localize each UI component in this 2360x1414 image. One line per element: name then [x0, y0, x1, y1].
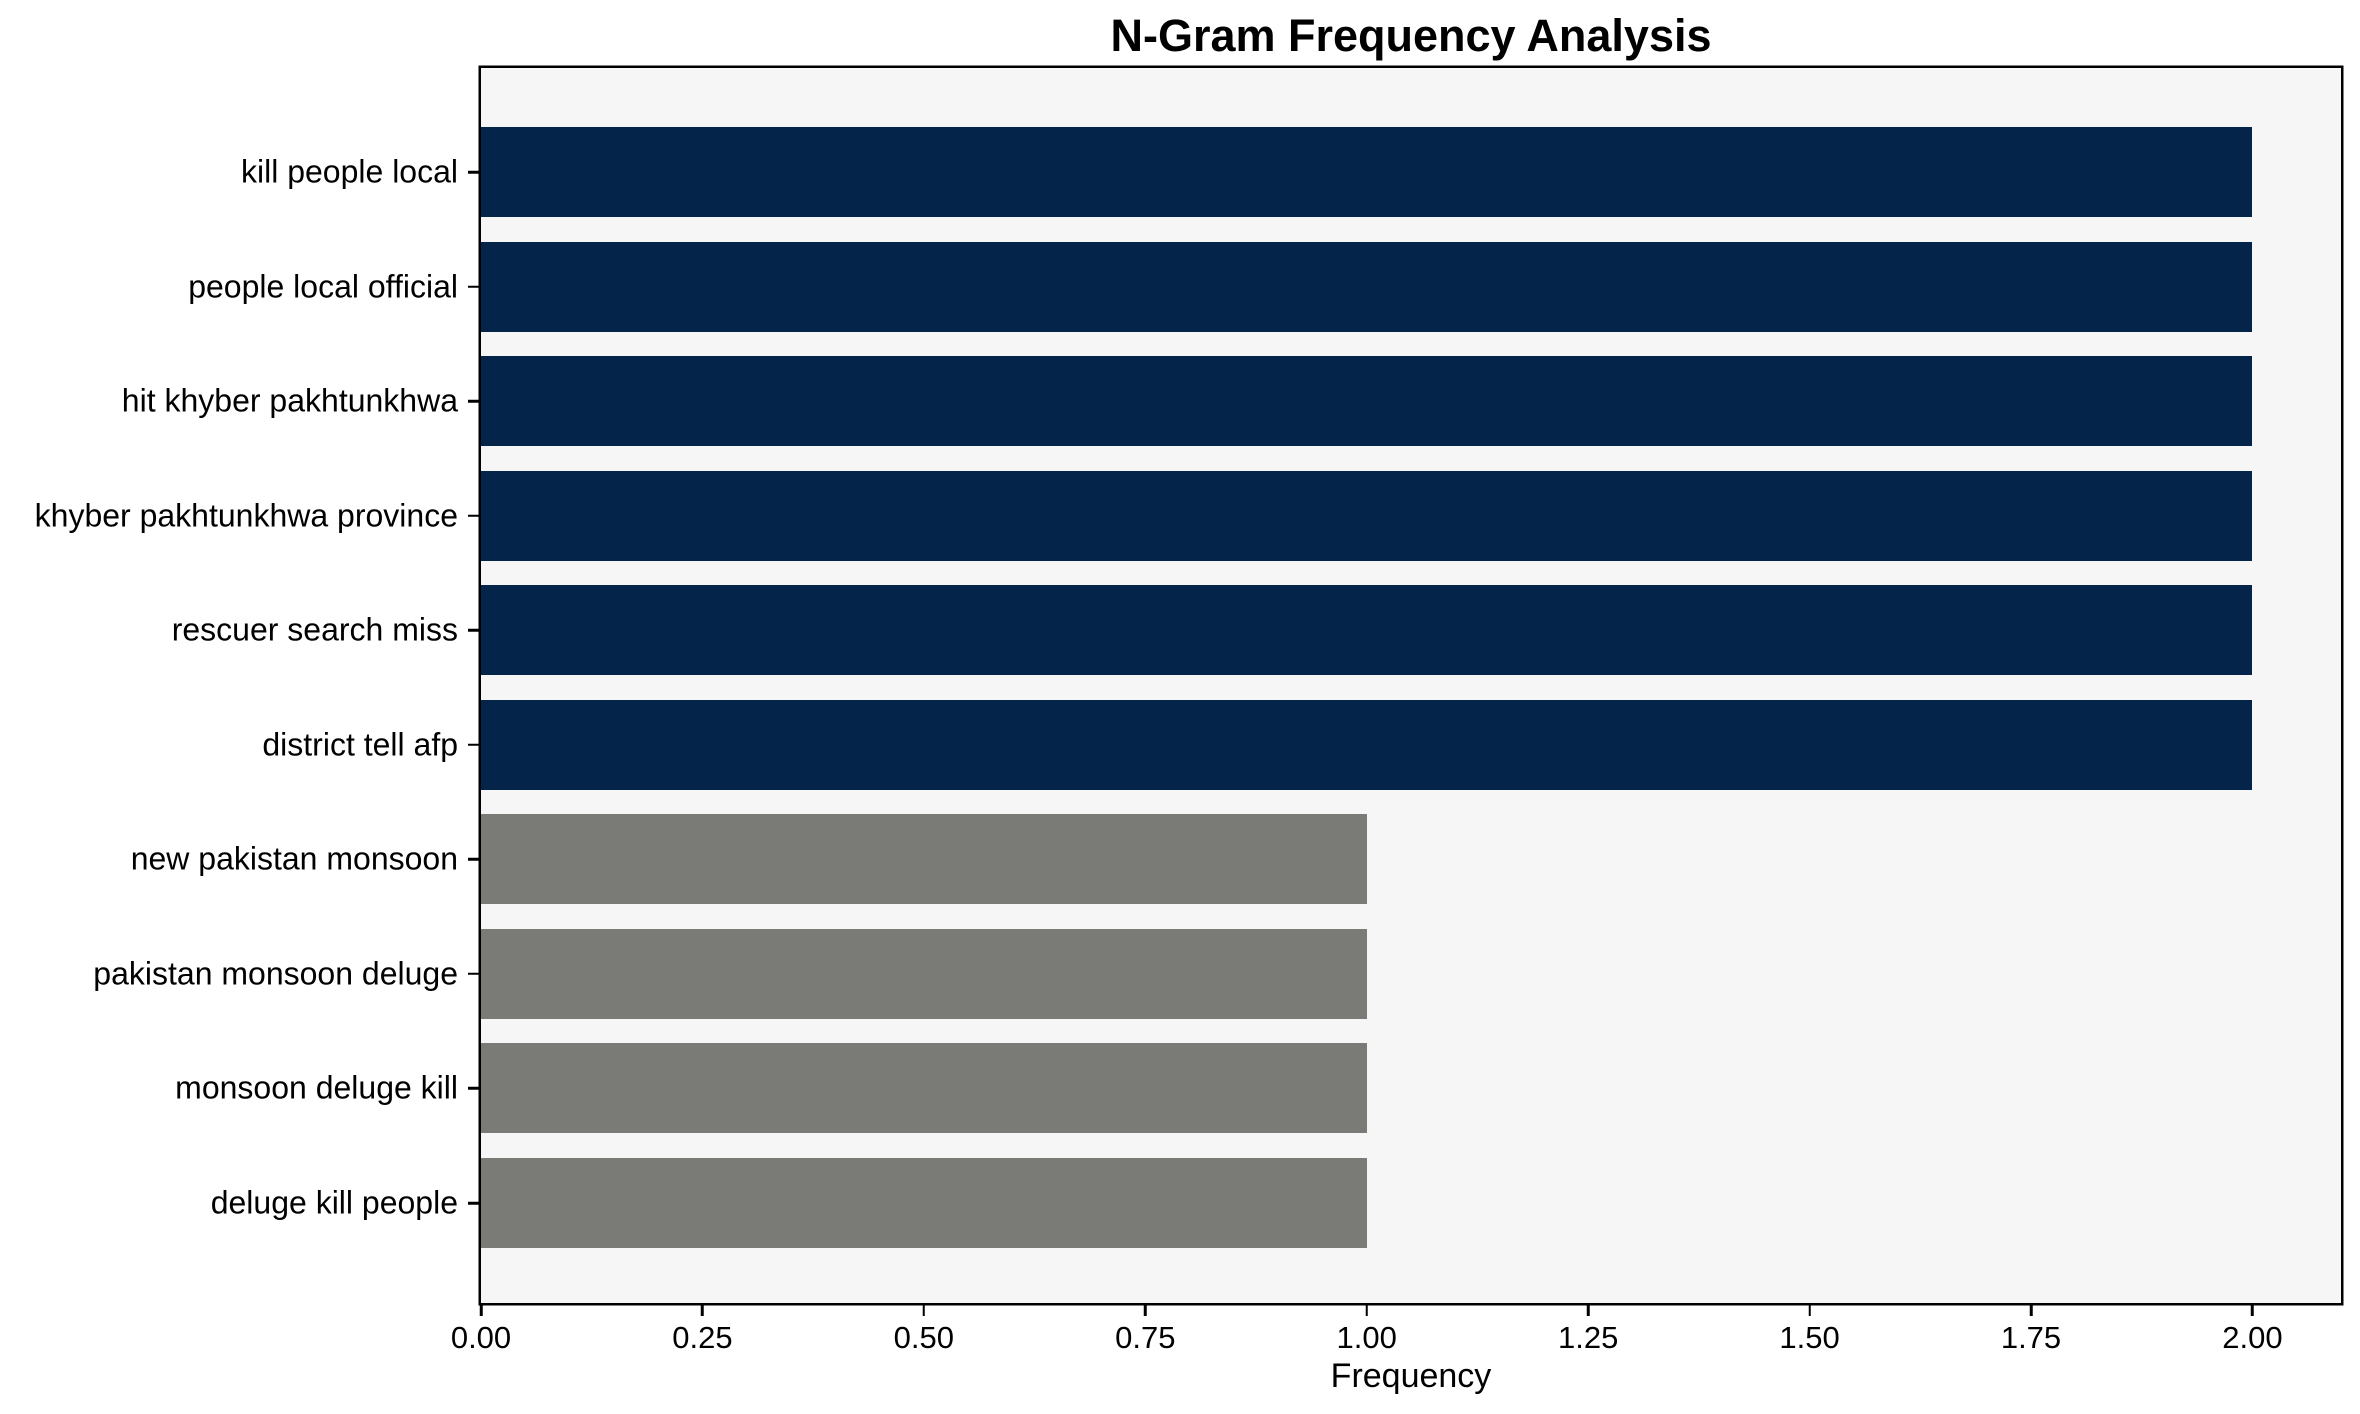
- x-tick-label: 1.50: [1779, 1320, 1840, 1355]
- bar-kill-people-local: [481, 127, 2253, 217]
- bar-district-tell-afp: [481, 699, 2253, 790]
- x-tick-mark: [479, 1305, 483, 1316]
- y-tick-label: people local official: [188, 268, 458, 305]
- x-tick-mark: [1144, 1305, 1147, 1316]
- y-tick-mark: [468, 285, 479, 288]
- bar-monsoon-deluge-kill: [481, 1043, 1367, 1134]
- y-tick-mark: [468, 399, 479, 403]
- x-tick-mark: [1365, 1305, 1368, 1316]
- bar-deluge-kill-people: [481, 1158, 1367, 1249]
- x-tick-mark: [1808, 1305, 1811, 1316]
- y-tick-label: hit khyber pakhtunkhwa: [121, 382, 458, 419]
- y-tick-label: new pakistan monsoon: [130, 840, 458, 877]
- y-tick-mark: [468, 858, 479, 861]
- bar-new-pakistan-monsoon: [481, 814, 1367, 905]
- y-tick-mark: [468, 628, 479, 632]
- y-tick-label: rescuer search miss: [171, 611, 458, 648]
- y-tick-mark: [468, 514, 479, 517]
- y-tick-label: deluge kill people: [210, 1184, 458, 1221]
- x-tick-label: 1.75: [2000, 1320, 2062, 1355]
- y-tick-mark: [468, 972, 479, 976]
- x-tick-mark: [701, 1305, 704, 1316]
- bar-pakistan-monsoon-deluge: [481, 928, 1367, 1019]
- plot-area: [481, 68, 2341, 1303]
- y-tick-mark: [468, 1201, 479, 1205]
- y-tick-label: pakistan monsoon deluge: [93, 955, 458, 992]
- x-tick-label: 1.25: [1557, 1320, 1619, 1355]
- y-tick-label: district tell afp: [262, 726, 458, 763]
- x-tick-mark: [2251, 1305, 2254, 1316]
- x-tick-label: 2.00: [2222, 1320, 2283, 1355]
- x-tick-label: 0.00: [450, 1320, 512, 1355]
- x-tick-label: 0.75: [1115, 1320, 1176, 1355]
- x-tick-mark: [922, 1305, 926, 1316]
- bar-rescuer-search-miss: [481, 585, 2253, 676]
- x-tick-mark: [1586, 1305, 1590, 1316]
- y-tick-mark: [468, 743, 479, 747]
- bar-people-local-official: [481, 241, 2253, 332]
- y-tick-mark: [468, 170, 479, 174]
- x-tick-label: 0.50: [893, 1320, 955, 1355]
- y-tick-mark: [468, 1087, 479, 1090]
- chart-title: N-Gram Frequency Analysis: [1110, 10, 1712, 61]
- x-tick-label: 1.00: [1336, 1320, 1397, 1355]
- x-tick-label: 0.25: [672, 1320, 733, 1355]
- y-tick-label: monsoon deluge kill: [175, 1069, 458, 1106]
- x-axis-label: Frequency: [1330, 1357, 1492, 1395]
- bar-khyber-pakhtunkhwa-province: [481, 470, 2253, 561]
- y-tick-label: kill people local: [240, 153, 458, 190]
- x-tick-mark: [2029, 1305, 2033, 1316]
- y-tick-label: khyber pakhtunkhwa province: [34, 497, 458, 534]
- bar-hit-khyber-pakhtunkhwa: [481, 356, 2253, 447]
